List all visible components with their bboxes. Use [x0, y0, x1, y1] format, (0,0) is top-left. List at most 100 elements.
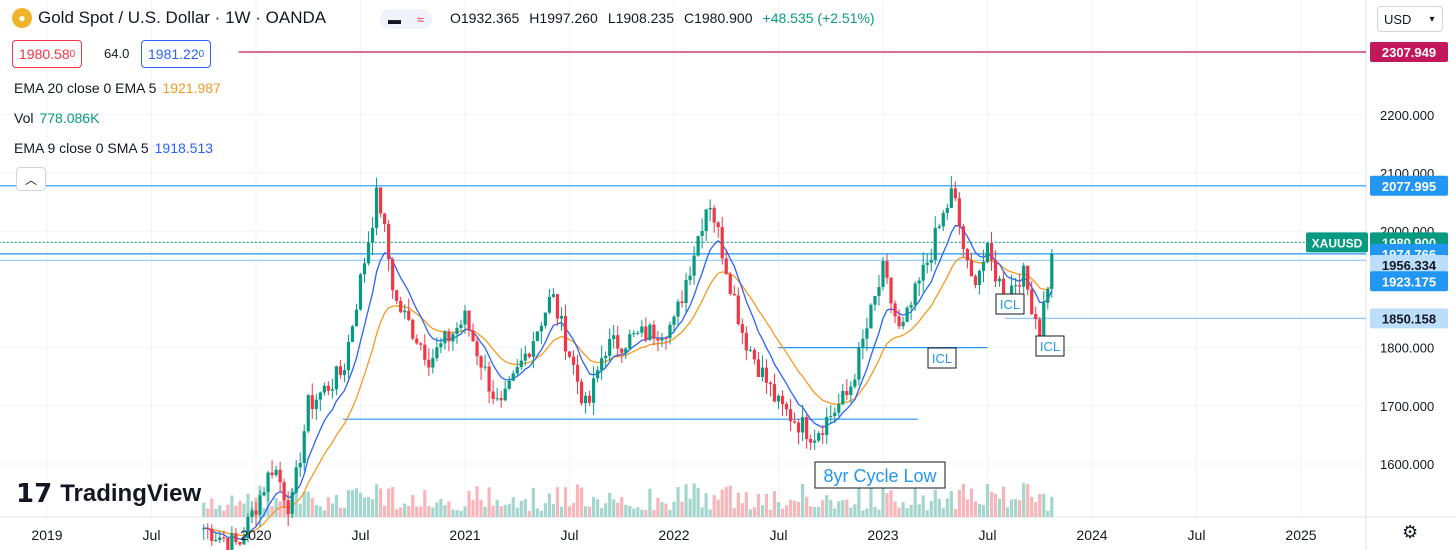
candle-body: [571, 356, 576, 365]
x-tick-label: Jul: [1188, 527, 1206, 543]
visibility-toggle[interactable]: ▬ ≈: [380, 9, 432, 29]
candle-body: [266, 472, 270, 493]
volume-bar: [1034, 502, 1038, 517]
annotation-label: 8yr Cycle Low: [823, 466, 937, 486]
candle-body: [431, 358, 435, 368]
candle-body: [583, 395, 588, 404]
candle-body: [338, 366, 343, 375]
volume-bar: [350, 490, 355, 517]
candle-body: [865, 328, 869, 339]
volume-bar: [596, 499, 600, 517]
volume-bar: [346, 490, 351, 517]
volume-bar: [897, 507, 901, 517]
volume-bar: [624, 504, 628, 517]
candle-body: [222, 537, 226, 539]
volume-bar: [467, 490, 471, 517]
candle-body: [788, 409, 793, 422]
symbol-header[interactable]: ● Gold Spot / U.S. Dollar · 1W · OANDA: [12, 8, 326, 28]
volume-bar: [644, 510, 648, 517]
volume-bar: [322, 510, 326, 517]
volume-bar: [600, 508, 604, 517]
volume-bar: [925, 510, 929, 517]
sell-price: 1980.58: [19, 46, 70, 62]
candle-body: [817, 433, 821, 441]
candle-body: [997, 278, 1002, 282]
volume-bar: [575, 484, 580, 517]
candle-body: [491, 391, 495, 400]
spread-value: 64.0: [104, 46, 130, 61]
volume-bar: [1001, 486, 1006, 517]
sell-button[interactable]: 1980.58 0: [12, 40, 83, 68]
candle-body: [805, 417, 809, 440]
candle-body: [796, 422, 801, 433]
currency-label: USD: [1384, 11, 1412, 27]
volume-bar: [270, 506, 274, 517]
volume-bar: [809, 506, 813, 517]
price-labels: 2307.9492077.9951980.900XAUUSD1974.76619…: [1306, 41, 1448, 329]
candle-body: [262, 492, 266, 496]
candle-body: [857, 347, 861, 380]
indicator-ema9[interactable]: EMA 9 close 0 SMA 5 1918.513: [14, 140, 213, 156]
candle-body: [877, 287, 881, 297]
candle-body: [937, 226, 941, 228]
volume-bar: [817, 506, 821, 517]
volume-bar: [431, 507, 435, 517]
candle-body: [696, 235, 700, 256]
buy-button[interactable]: 1981.22 0: [141, 40, 212, 68]
volume-bar: [929, 500, 933, 517]
volume-bar: [620, 497, 624, 517]
price-label: 1923.175: [1382, 274, 1436, 289]
indicator-volume[interactable]: Vol 778.086K: [14, 110, 99, 126]
annotation-box: [814, 461, 946, 489]
candle-body: [708, 207, 712, 210]
volume-bar: [1018, 500, 1022, 517]
volume-bar: [358, 492, 363, 517]
volume-bar: [889, 490, 893, 517]
volume-bar: [981, 504, 986, 517]
candle-body: [744, 332, 748, 351]
candles: [202, 175, 1054, 550]
x-tick-label: Jul: [561, 527, 579, 543]
ema20-line: [203, 256, 1053, 537]
candle-body: [784, 404, 789, 410]
candle-body: [941, 213, 945, 227]
ema-path: [203, 256, 1053, 537]
volume-bar: [877, 509, 881, 517]
volume-bar: [1050, 496, 1054, 517]
volume-bar: [387, 488, 391, 517]
close-value: C1980.900: [684, 10, 753, 26]
volume-bar: [788, 499, 793, 517]
volume-bar: [555, 487, 560, 517]
settings-gear-icon[interactable]: ⚙: [1402, 522, 1419, 542]
currency-select[interactable]: USD ▾: [1377, 6, 1443, 32]
collapse-legend-button[interactable]: ︿: [16, 167, 46, 191]
candle-body: [616, 335, 620, 349]
candle-body: [1038, 319, 1042, 338]
volume-bar: [234, 505, 238, 517]
volume-bar: [378, 488, 383, 517]
candle-body: [909, 305, 913, 308]
y-tick-label: 2200.000: [1380, 108, 1434, 123]
volume-bar: [953, 508, 957, 517]
candle-body: [370, 228, 375, 243]
candle-body: [455, 327, 459, 335]
candle-body: [764, 367, 769, 383]
candle-body: [282, 482, 286, 501]
volume-bar: [849, 507, 853, 517]
candle-body: [869, 304, 873, 329]
volume-bar: [1010, 499, 1014, 517]
volume-bar: [491, 505, 495, 517]
volume-bar: [672, 501, 676, 517]
candle-body: [849, 386, 853, 396]
candle-body: [981, 261, 986, 271]
volume-bar: [443, 505, 447, 517]
volume-bar: [535, 508, 539, 517]
indicator-ema20[interactable]: EMA 20 close 0 EMA 5 1921.987: [14, 80, 221, 96]
volume-bar: [933, 489, 937, 517]
candle-body: [395, 290, 399, 301]
candle-body: [801, 417, 805, 433]
high-value: H1997.260: [529, 10, 598, 26]
volume-bar: [354, 488, 359, 517]
volume-bar: [326, 497, 330, 517]
